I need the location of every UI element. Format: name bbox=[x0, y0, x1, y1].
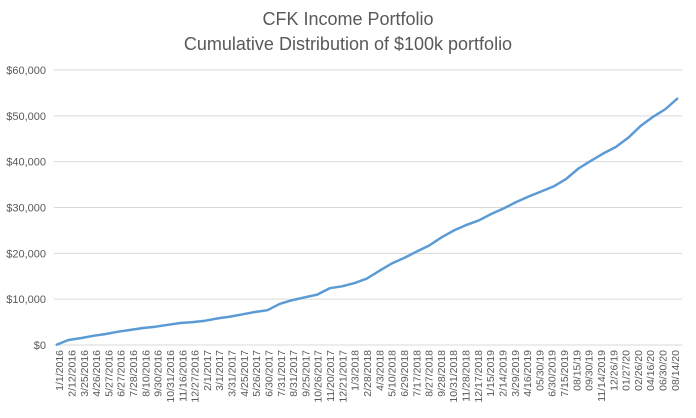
x-tick-label: 12/26/19 bbox=[608, 350, 620, 391]
x-tick-label: 2/1/2017 bbox=[202, 350, 214, 391]
x-tick-label: 4/3/2018 bbox=[374, 350, 386, 391]
series-line bbox=[55, 97, 679, 347]
x-tick-label: 9/30/2016 bbox=[153, 350, 165, 397]
x-tick-label: 3/1/2017 bbox=[214, 350, 226, 391]
x-tick-label: 5/27/2016 bbox=[103, 350, 115, 397]
x-tick-label: 11/20/2017 bbox=[325, 350, 337, 402]
x-tick-label: 7/28/2016 bbox=[128, 350, 140, 397]
x-tick-label: 6/29/2018 bbox=[399, 350, 411, 397]
x-tick-label: 5/26/2017 bbox=[251, 350, 263, 397]
x-tick-label: 1/1/2016 bbox=[54, 350, 66, 391]
x-tick-label: 2/12/2016 bbox=[66, 350, 78, 397]
y-tick-label: $40,000 bbox=[6, 157, 46, 169]
x-tick-label: 3/29/2019 bbox=[510, 350, 522, 397]
x-tick-label: 2/28/2018 bbox=[362, 350, 374, 397]
x-tick-label: 12/27/2016 bbox=[190, 350, 202, 403]
series-group bbox=[55, 97, 679, 347]
x-tick-label: 1/3/2018 bbox=[350, 350, 362, 391]
x-tick-label: 1/15/2019 bbox=[485, 350, 497, 397]
x-tick-label: 10/31/2018 bbox=[448, 350, 460, 403]
y-tick-label: $20,000 bbox=[6, 248, 46, 260]
x-tick-label: 05/30/19 bbox=[534, 350, 546, 391]
x-tick-label: 3/31/2017 bbox=[227, 350, 239, 397]
x-tick-label: 7/17/2018 bbox=[411, 350, 423, 397]
x-tick-label: 11/14/2019 bbox=[596, 350, 608, 402]
x-tick-label: 4/26/2016 bbox=[91, 350, 103, 397]
x-tick-label: 3/25/2016 bbox=[79, 350, 91, 397]
x-tick-label: 12/17/2018 bbox=[473, 350, 485, 403]
y-tick-label: $30,000 bbox=[6, 203, 46, 215]
x-tick-label: 11/16/2016 bbox=[177, 350, 189, 402]
chart-subtitle: Cumulative Distribution of $100k portfol… bbox=[183, 34, 513, 54]
x-tick-label: 6/27/2016 bbox=[116, 350, 128, 397]
x-tick-label: 5/10/2018 bbox=[387, 350, 399, 397]
x-tick-label: 10/31/2016 bbox=[165, 350, 177, 403]
x-tick-label: 4/16/2019 bbox=[522, 350, 534, 397]
chart-title: CFK Income Portfolio bbox=[262, 9, 434, 29]
x-tick-label: 6/30/2017 bbox=[263, 350, 275, 397]
y-tick-label: $0 bbox=[34, 340, 46, 352]
x-tick-label: 09/30/19 bbox=[584, 350, 596, 391]
x-tick-label: 11/28/2018 bbox=[461, 350, 473, 402]
x-tick-label: 9/28/2018 bbox=[436, 350, 448, 397]
gridlines bbox=[54, 69, 682, 300]
x-tick-label: 12/21/2017 bbox=[337, 350, 349, 403]
x-tick-label: 7/31/2017 bbox=[276, 350, 288, 397]
x-tick-label: 04/16/20 bbox=[645, 350, 657, 391]
y-tick-label: $10,000 bbox=[6, 294, 46, 306]
x-tick-label: 02/26/20 bbox=[633, 350, 645, 391]
x-tick-label: 2/14/2019 bbox=[497, 350, 509, 397]
x-tick-label: 8/27/2018 bbox=[424, 350, 436, 397]
x-tick-label: 8/31/2017 bbox=[288, 350, 300, 397]
x-tick-label: 4/25/2017 bbox=[239, 350, 251, 397]
x-tick-label: 10/26/2017 bbox=[313, 350, 325, 403]
x-tick-label: 06/30/20 bbox=[658, 350, 670, 391]
y-tick-label: $50,000 bbox=[6, 111, 46, 123]
x-tick-label: 01/27/20 bbox=[621, 350, 633, 391]
y-tick-label: $60,000 bbox=[6, 65, 46, 77]
x-axis-ticks: 1/1/2016 2/12/2016 3/25/2016 4/26/2016 5/27/… bbox=[54, 350, 682, 403]
x-tick-label: 9/25/2017 bbox=[300, 350, 312, 397]
x-tick-label: 8/10/2016 bbox=[140, 350, 152, 397]
x-tick-label: 08/15/19 bbox=[571, 350, 583, 391]
x-tick-label: 7/15/2019 bbox=[559, 350, 571, 397]
x-tick-label: 08/14/20 bbox=[670, 350, 682, 391]
y-axis-ticks: $0 $10,000 $20,000 $30,000 $40,000 $50,000 $60… bbox=[6, 65, 46, 352]
x-tick-label: 6/30/2019 bbox=[547, 350, 559, 397]
